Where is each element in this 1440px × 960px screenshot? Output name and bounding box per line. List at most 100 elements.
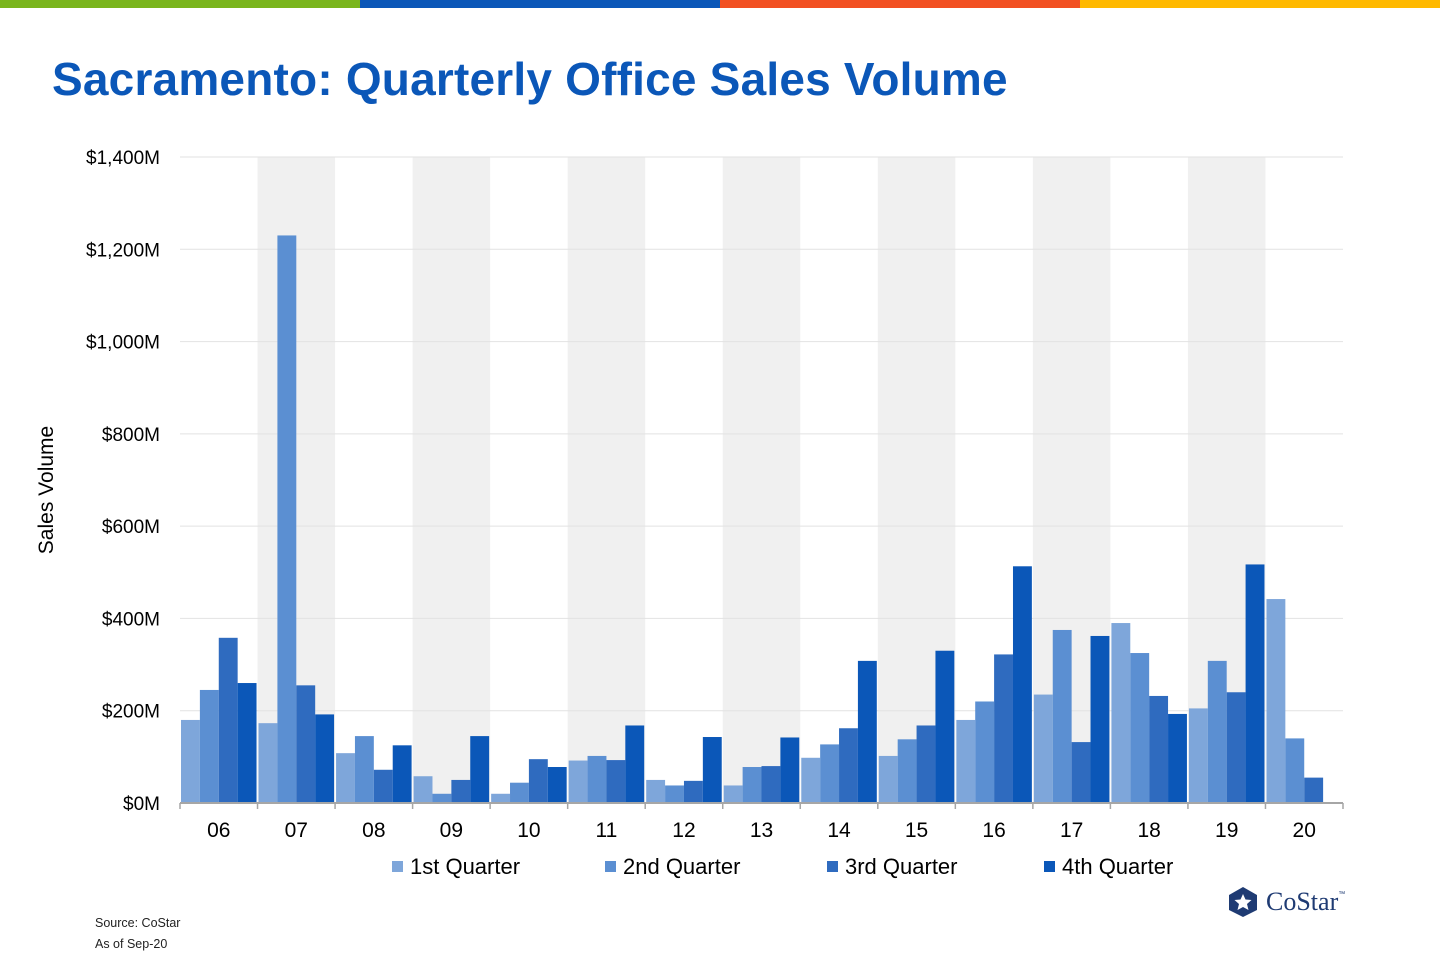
bar-11-q3 xyxy=(606,760,626,803)
bar-20-q3 xyxy=(1304,777,1324,803)
band-09 xyxy=(412,157,491,803)
y-tick-label: $1,400M xyxy=(86,148,160,169)
x-tick-label: 11 xyxy=(596,819,618,842)
bar-08-q2 xyxy=(354,736,374,803)
bar-15-q4 xyxy=(935,650,955,803)
costar-logo-tm: ™ xyxy=(1338,891,1346,898)
y-tick-label: $1,200M xyxy=(86,240,160,261)
bar-11-q4 xyxy=(625,725,645,803)
legend-label-q2: 2nd Quarter xyxy=(623,854,740,879)
legend-swatch-q3 xyxy=(827,861,838,872)
bar-09-q3 xyxy=(451,779,471,803)
x-tick-label: 08 xyxy=(362,819,385,842)
x-tick-label: 10 xyxy=(517,819,540,842)
bar-19-q1 xyxy=(1188,708,1208,803)
bar-20-q2 xyxy=(1285,738,1305,803)
y-tick-label: $600M xyxy=(102,517,160,538)
bar-08-q4 xyxy=(392,745,412,803)
top-bar-yellow xyxy=(1080,0,1440,8)
bar-16-q1 xyxy=(956,719,976,803)
bar-13-q2 xyxy=(742,767,762,803)
bar-12-q3 xyxy=(683,780,703,803)
x-tick-label: 14 xyxy=(827,819,851,842)
costar-star-icon xyxy=(1229,887,1257,917)
x-tick-label: 15 xyxy=(905,819,928,842)
bar-11-q2 xyxy=(587,755,607,803)
bar-15-q3 xyxy=(916,725,936,803)
bar-09-q4 xyxy=(470,736,490,803)
bar-18-q1 xyxy=(1111,623,1131,803)
top-bar-orange xyxy=(720,0,1080,8)
bar-16-q4 xyxy=(1012,566,1032,803)
bar-06-q2 xyxy=(199,689,219,803)
bar-17-q1 xyxy=(1033,694,1053,803)
bar-12-q1 xyxy=(646,779,666,803)
bar-10-q1 xyxy=(491,793,511,803)
bar-07-q3 xyxy=(296,685,316,803)
legend-label-q3: 3rd Quarter xyxy=(845,854,958,879)
bar-14-q1 xyxy=(801,757,821,803)
x-tick-label: 09 xyxy=(440,819,463,842)
x-tick-label: 17 xyxy=(1060,819,1083,842)
bar-18-q2 xyxy=(1130,653,1150,803)
y-axis-label: Sales Volume xyxy=(35,426,58,554)
bar-07-q2 xyxy=(277,235,297,803)
bar-19-q3 xyxy=(1226,692,1246,803)
bar-19-q4 xyxy=(1245,564,1265,803)
bar-08-q1 xyxy=(336,753,355,803)
bar-18-q4 xyxy=(1168,713,1187,803)
top-bar-blue xyxy=(360,0,720,8)
bar-06-q4 xyxy=(237,683,257,803)
source-note: Source: CoStar xyxy=(95,916,181,930)
x-tick-label: 12 xyxy=(672,819,695,842)
y-tick-label: $0M xyxy=(123,794,160,815)
bar-09-q2 xyxy=(432,793,452,803)
bar-19-q2 xyxy=(1207,660,1227,803)
top-color-bar xyxy=(0,0,1440,8)
bar-15-q1 xyxy=(878,755,898,803)
band-13 xyxy=(722,157,801,803)
page-title: Sacramento: Quarterly Office Sales Volum… xyxy=(52,53,1008,105)
bar-06-q3 xyxy=(218,637,238,803)
bar-17-q4 xyxy=(1090,635,1110,803)
bar-18-q3 xyxy=(1149,695,1169,803)
legend-swatch-q1 xyxy=(392,861,403,872)
bar-17-q2 xyxy=(1052,629,1072,803)
bar-13-q1 xyxy=(723,785,743,803)
bar-16-q2 xyxy=(975,701,995,803)
bar-10-q4 xyxy=(547,767,567,803)
legend-swatch-q4 xyxy=(1044,861,1055,872)
bar-14-q4 xyxy=(857,660,877,803)
band-11 xyxy=(567,157,646,803)
y-tick-label: $200M xyxy=(102,702,160,723)
bar-12-q4 xyxy=(702,737,722,803)
bar-14-q3 xyxy=(839,728,858,803)
x-tick-label: 16 xyxy=(982,819,1005,842)
costar-logo: CoStar ™ xyxy=(1226,885,1345,919)
x-tick-label: 13 xyxy=(750,819,773,842)
x-tick-label: 06 xyxy=(207,819,230,842)
bar-06-q1 xyxy=(181,719,200,803)
x-tick-label: 19 xyxy=(1215,819,1238,842)
legend-swatch-q2 xyxy=(605,861,616,872)
bar-14-q2 xyxy=(820,744,840,803)
y-tick-label: $800M xyxy=(102,425,160,446)
top-bar-green xyxy=(0,0,360,8)
bar-09-q1 xyxy=(413,776,433,803)
legend-label-q1: 1st Quarter xyxy=(410,854,520,879)
bar-16-q3 xyxy=(994,654,1013,803)
bar-07-q4 xyxy=(315,714,335,803)
costar-logo-text: CoStar xyxy=(1266,887,1339,916)
as-of-note: As of Sep-20 xyxy=(95,937,168,951)
legend-label-q4: 4th Quarter xyxy=(1062,854,1173,879)
x-tick-label: 07 xyxy=(285,819,308,842)
y-tick-label: $400M xyxy=(102,609,160,630)
bar-10-q3 xyxy=(528,759,548,803)
bar-07-q1 xyxy=(258,723,278,803)
bar-11-q1 xyxy=(568,760,588,803)
x-tick-label: 20 xyxy=(1293,819,1316,842)
bar-13-q3 xyxy=(761,766,781,803)
x-tick-label: 18 xyxy=(1137,819,1160,842)
bar-10-q2 xyxy=(510,782,529,803)
